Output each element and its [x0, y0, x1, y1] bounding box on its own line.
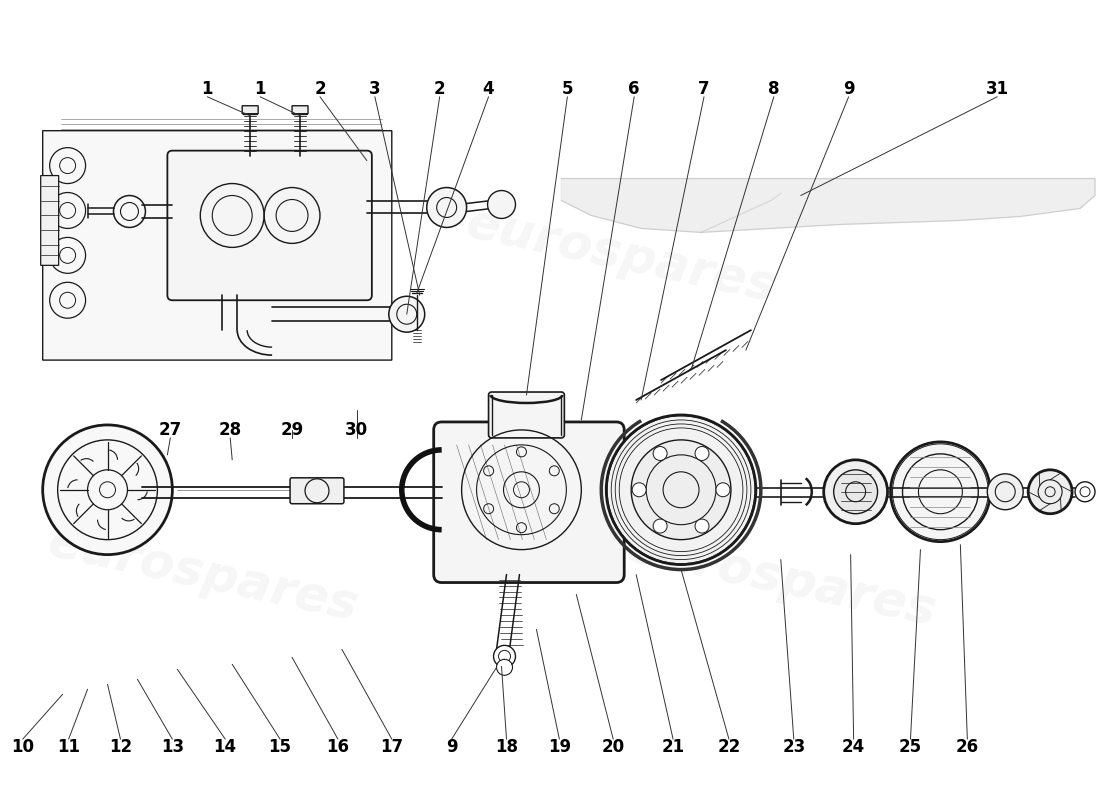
Circle shape [631, 440, 730, 540]
Circle shape [1028, 470, 1072, 514]
Text: 11: 11 [57, 738, 80, 756]
Text: 1: 1 [201, 80, 213, 98]
Text: 24: 24 [842, 738, 866, 756]
Text: 27: 27 [158, 421, 182, 439]
Text: 22: 22 [717, 738, 740, 756]
Text: 19: 19 [548, 738, 571, 756]
FancyBboxPatch shape [242, 106, 258, 114]
Text: 26: 26 [956, 738, 979, 756]
Text: 12: 12 [109, 738, 132, 756]
Circle shape [988, 474, 1023, 510]
Circle shape [487, 190, 516, 218]
Text: 28: 28 [219, 421, 242, 439]
Text: 17: 17 [381, 738, 404, 756]
Text: 9: 9 [843, 80, 855, 98]
Circle shape [695, 519, 710, 533]
Text: 18: 18 [495, 738, 518, 756]
Circle shape [632, 482, 646, 497]
Circle shape [824, 460, 888, 524]
Circle shape [496, 659, 513, 675]
Text: 30: 30 [345, 421, 368, 439]
Circle shape [716, 482, 730, 497]
Text: 2: 2 [315, 80, 326, 98]
Text: 10: 10 [11, 738, 34, 756]
Text: eurospares: eurospares [621, 523, 940, 636]
Circle shape [653, 519, 667, 533]
Text: 31: 31 [986, 80, 1009, 98]
Text: 6: 6 [628, 80, 640, 98]
Text: 20: 20 [602, 738, 625, 756]
FancyBboxPatch shape [167, 150, 372, 300]
Circle shape [653, 446, 667, 461]
Text: 8: 8 [768, 80, 780, 98]
Text: 16: 16 [327, 738, 350, 756]
Text: 2: 2 [433, 80, 446, 98]
FancyBboxPatch shape [41, 175, 58, 266]
Circle shape [606, 415, 756, 565]
Circle shape [494, 646, 516, 667]
FancyBboxPatch shape [290, 478, 344, 504]
Text: 15: 15 [268, 738, 292, 756]
Text: 13: 13 [161, 738, 184, 756]
Text: eurospares: eurospares [43, 518, 362, 631]
Circle shape [43, 425, 173, 554]
Text: 23: 23 [782, 738, 805, 756]
FancyBboxPatch shape [43, 130, 392, 360]
FancyBboxPatch shape [433, 422, 624, 582]
FancyBboxPatch shape [488, 392, 564, 438]
Text: 29: 29 [280, 421, 304, 439]
Text: 4: 4 [483, 80, 494, 98]
Text: 25: 25 [899, 738, 922, 756]
Text: 9: 9 [446, 738, 458, 756]
Text: 7: 7 [698, 80, 710, 98]
Circle shape [695, 446, 710, 461]
Text: 1: 1 [254, 80, 266, 98]
Circle shape [1075, 482, 1094, 502]
Text: 3: 3 [368, 80, 381, 98]
Circle shape [834, 470, 878, 514]
Circle shape [388, 296, 425, 332]
Polygon shape [442, 430, 616, 574]
Text: 21: 21 [661, 738, 684, 756]
Circle shape [891, 442, 990, 542]
Circle shape [427, 187, 466, 227]
Text: 5: 5 [562, 80, 573, 98]
FancyBboxPatch shape [293, 106, 308, 114]
Text: 14: 14 [213, 738, 236, 756]
Text: eurospares: eurospares [462, 199, 781, 312]
Polygon shape [561, 178, 1094, 233]
